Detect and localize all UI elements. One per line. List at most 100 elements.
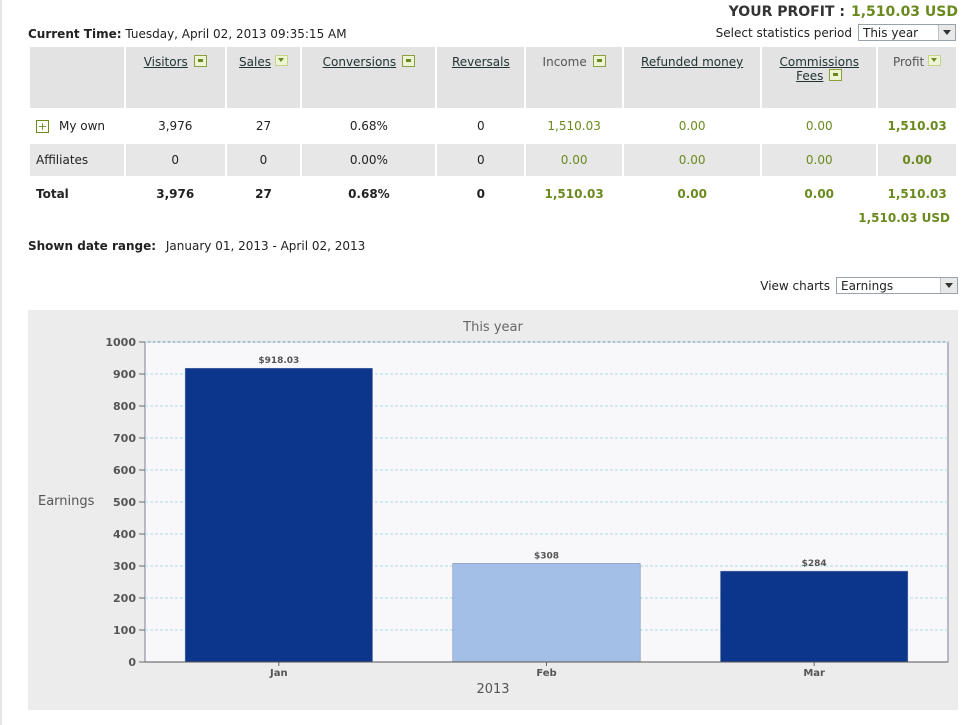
y-tick-label: 800 [113,400,136,413]
period-label: Select statistics period [715,25,852,40]
y-tick-label: 500 [113,496,136,509]
help-icon[interactable] [193,55,207,67]
row-label: Total [30,178,124,210]
statistics-period: Select statistics period This year [716,24,956,41]
header-commissions-fees[interactable]: Commissions Fees [762,47,877,108]
cell-sales: 0 [226,144,301,176]
row-label-cell: + My own [30,110,124,142]
y-tick-label: 300 [113,560,136,573]
profit-summary: YOUR PROFIT : 1,510.03 USD [729,4,958,20]
y-tick-label: 400 [113,528,136,541]
profit-value: 1,510.03 USD [850,4,958,20]
cell-visitors: 3,976 [125,178,225,210]
y-tick-label: 0 [128,656,136,669]
cell-profit: 1,510.03 [878,178,956,210]
cell-reversals: 0 [437,110,525,142]
y-tick-label: 600 [113,464,136,477]
cell-profit: 0.00 [878,144,956,176]
chart-type-select[interactable]: Earnings [836,277,958,294]
period-select[interactable]: This year [858,24,956,41]
bar-data-label: $918.03 [258,356,299,366]
table-row-total: Total 3,976 27 0.68% 0 1,510.03 0.00 0.0… [30,178,956,210]
current-time: Current Time: Tuesday, April 02, 2013 09… [28,27,347,41]
row-label: Affiliates [30,144,124,176]
cell-sales: 27 [226,178,301,210]
bar [184,367,373,663]
date-range-label: Shown date range: [28,239,157,253]
cell-income: 1,510.03 [526,178,623,210]
cell-sales: 27 [226,110,301,142]
y-tick-label: 1000 [105,336,136,349]
period-selected: This year [863,25,919,40]
header-conversions[interactable]: Conversions [302,47,436,108]
row-label: My own [59,119,106,133]
header-commissions-link[interactable]: Commissions [779,55,859,69]
earnings-chart: This year Earnings 2013 0 100 200 300 400 500… [28,310,958,710]
cell-commissions: 0.00 [762,144,877,176]
header-sales-link[interactable]: Sales [239,55,271,69]
cell-refunded: 0.00 [624,110,761,142]
y-tick-label: 700 [113,432,136,445]
profit-label: YOUR PROFIT : [728,4,845,20]
table-row: Affiliates 0 0 0.00% 0 0.00 0.00 0.00 0.… [30,144,956,176]
header-fees-link[interactable]: Fees [796,69,824,83]
table-header-row: Visitors Sales Conversions Reversals Inc… [30,47,956,108]
header-sales[interactable]: Sales [226,47,301,108]
x-tick-label: Feb [536,668,556,679]
header-reversals-link[interactable]: Reversals [451,55,510,69]
expand-plus-icon[interactable]: + [36,120,49,133]
cell-income: 0.00 [526,144,623,176]
header-visitors-link[interactable]: Visitors [143,55,188,69]
help-icon[interactable] [402,55,416,67]
cell-profit: 1,510.03 [878,110,956,142]
help-icon[interactable] [592,55,606,67]
header-refunded[interactable]: Refunded money [624,47,761,108]
help-icon[interactable] [829,69,843,81]
statistics-table: Visitors Sales Conversions Reversals Inc… [28,45,958,212]
current-time-value: Tuesday, April 02, 2013 09:35:15 AM [125,27,347,41]
cell-refunded: 0.00 [624,144,761,176]
bar-data-label: $284 [802,559,827,569]
header-profit-label: Profit [892,55,925,69]
sort-icon[interactable] [928,55,942,66]
chevron-down-icon[interactable] [940,278,957,293]
profit-total-sum: 1,510.03 USD [858,211,950,225]
header-conversions-link[interactable]: Conversions [322,55,397,69]
chart-x-axis-label: 2013 [476,682,510,697]
header-reversals[interactable]: Reversals [437,47,525,108]
table-row: + My own 3,976 27 0.68% 0 1,510.03 0.00 0… [30,110,956,142]
sort-icon[interactable] [274,55,288,66]
y-tick-label: 900 [113,368,136,381]
cell-commissions: 0.00 [762,178,877,210]
chart-title: This year [463,320,523,335]
header-profit: Profit [878,47,956,108]
bar [452,563,641,663]
cell-conversions: 0.00% [302,144,436,176]
header-visitors[interactable]: Visitors [125,47,225,108]
header-refunded-link[interactable]: Refunded money [641,55,744,69]
view-charts: View charts Earnings [760,277,958,294]
header-income-label: Income [542,55,587,69]
cell-conversions: 0.68% [302,178,436,210]
cell-commissions: 0.00 [762,110,877,142]
y-tick-label: 100 [113,624,136,637]
view-charts-label: View charts [760,278,830,293]
left-border [0,0,2,725]
chevron-down-icon[interactable] [938,25,955,40]
y-tick-label: 200 [113,592,136,605]
chart-y-axis-label: Earnings [38,494,95,509]
cell-reversals: 0 [437,144,525,176]
bar [720,570,909,663]
header-income: Income [526,47,623,108]
bar-data-label: $308 [534,551,559,561]
date-range-value: January 01, 2013 - April 02, 2013 [165,239,366,253]
cell-income: 1,510.03 [526,110,623,142]
cell-conversions: 0.68% [302,110,436,142]
current-time-label: Current Time: [28,27,122,41]
header-blank [30,47,124,108]
chart-svg: 0 100 200 300 400 500 600 700 800 900 1000 $918.03 J… [105,336,949,679]
x-tick-label: Jan [269,668,288,679]
cell-refunded: 0.00 [624,178,761,210]
cell-visitors: 0 [125,144,225,176]
chart-type-selected: Earnings [841,278,894,293]
